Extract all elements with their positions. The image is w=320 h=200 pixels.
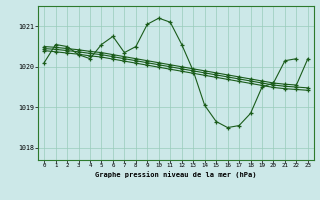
X-axis label: Graphe pression niveau de la mer (hPa): Graphe pression niveau de la mer (hPa) bbox=[95, 171, 257, 178]
